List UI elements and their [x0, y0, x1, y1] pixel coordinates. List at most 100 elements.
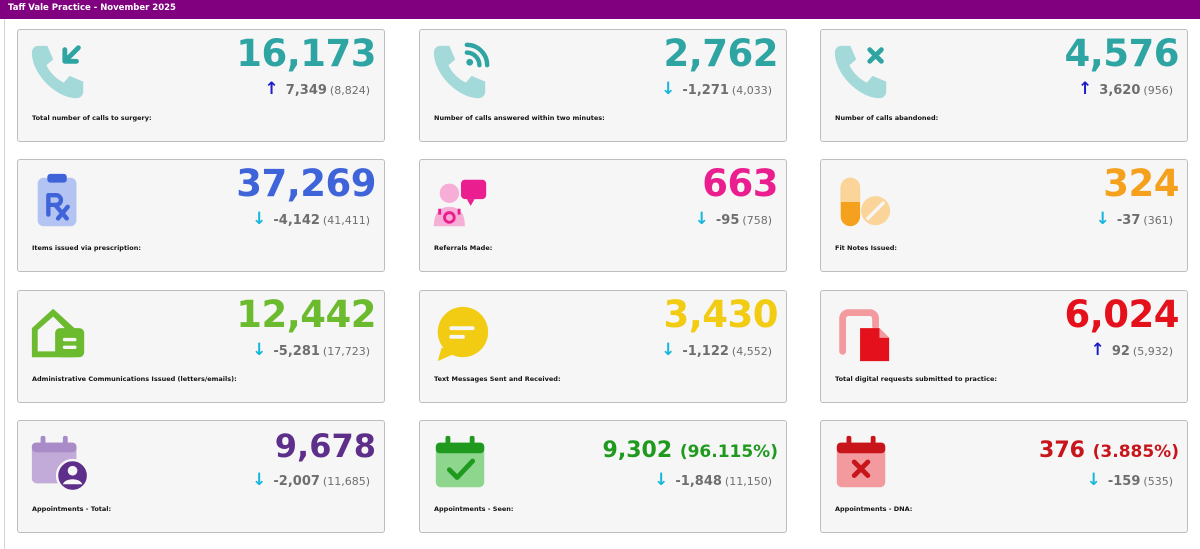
arrow-down-icon: ↓: [661, 79, 676, 99]
arrow-down-icon: ↓: [654, 470, 669, 490]
kpi-card-admin-comms: 12,442 ↓ -5,281 (17,723) Administrative Co…: [17, 290, 385, 403]
card-value: 12,442: [236, 293, 376, 336]
seen-percent: (96.115%): [679, 442, 778, 462]
previous-value: (5,932): [1132, 345, 1173, 358]
card-change: ↓ -1,122 (4,552): [661, 340, 772, 360]
change-value: -4,142: [273, 213, 320, 228]
pills-icon: [831, 170, 893, 232]
calendar-cross-icon: [831, 431, 893, 493]
kpi-card-total-calls: 16,173 ↑ 7,349 (8,824) Total number of cal…: [17, 29, 385, 142]
mailbox-house-icon: [28, 301, 90, 363]
card-change: ↓ -1,271 (4,033): [661, 79, 772, 99]
previous-value: (956): [1143, 84, 1173, 97]
document-transfer-icon: [831, 301, 893, 363]
change-value: 92: [1111, 344, 1130, 359]
arrow-up-icon: ↑: [1090, 340, 1105, 360]
card-value: 9,302 (96.115%): [603, 438, 778, 463]
kpi-card-prescriptions: 37,269 ↓ -4,142 (41,411) Items issued via …: [17, 159, 385, 272]
arrow-down-icon: ↓: [252, 470, 267, 490]
card-value: 16,173: [236, 32, 376, 75]
card-change: ↓ -95 (758): [695, 209, 772, 229]
change-value: -1,271: [682, 83, 729, 98]
arrow-down-icon: ↓: [252, 209, 267, 229]
left-divider: [4, 19, 5, 549]
card-change: ↓ -1,848 (11,150): [654, 470, 772, 490]
card-value: 9,678: [274, 427, 376, 465]
previous-value: (535): [1143, 475, 1173, 488]
card-change: ↑ 3,620 (956): [1078, 79, 1173, 99]
card-value: 2,762: [663, 32, 778, 75]
card-value: 663: [702, 162, 778, 205]
chat-bubble-icon: [430, 301, 492, 363]
previous-value: (11,685): [322, 475, 370, 488]
previous-value: (17,723): [322, 345, 370, 358]
change-value: 7,349: [285, 83, 327, 98]
card-value: 324: [1103, 162, 1179, 205]
card-change: ↓ -2,007 (11,685): [252, 470, 370, 490]
card-value: 6,024: [1064, 293, 1179, 336]
arrow-down-icon: ↓: [1086, 470, 1101, 490]
seen-count: 9,302: [602, 438, 673, 463]
previous-value: (361): [1143, 214, 1173, 227]
card-label: Appointments - DNA:: [835, 505, 913, 513]
change-value: -5,281: [273, 344, 320, 359]
change-value: -159: [1107, 474, 1141, 489]
kpi-card-appointments-seen: 9,302 (96.115%) ↓ -1,848 (11,150) Appointm…: [419, 420, 787, 533]
change-value: -1,122: [682, 344, 729, 359]
kpi-card-calls-answered: 2,762 ↓ -1,271 (4,033) Number of calls ans…: [419, 29, 787, 142]
previous-value: (11,150): [724, 475, 772, 488]
phone-incoming-icon: [28, 40, 90, 102]
previous-value: (758): [742, 214, 772, 227]
card-label: Number of calls answered within two minu…: [434, 114, 605, 122]
card-change: ↑ 92 (5,932): [1091, 340, 1173, 360]
card-label: Items issued via prescription:: [32, 244, 141, 252]
report-header: Taff Vale Practice - November 2025: [0, 0, 1200, 19]
card-change: ↓ -159 (535): [1087, 470, 1173, 490]
card-value: 4,576: [1064, 32, 1179, 75]
arrow-down-icon: ↓: [252, 340, 267, 360]
arrow-down-icon: ↓: [661, 340, 676, 360]
arrow-up-icon: ↑: [1078, 79, 1093, 99]
prescription-clipboard-icon: [28, 170, 90, 232]
previous-value: (4,552): [731, 345, 772, 358]
card-label: Fit Notes Issued:: [835, 244, 898, 252]
change-value: -95: [715, 213, 740, 228]
kpi-card-referrals: 663 ↓ -95 (758) Referrals Made:: [419, 159, 787, 272]
kpi-card-appointments-total: 9,678 ↓ -2,007 (11,685) Appointments - Tot…: [17, 420, 385, 533]
card-change: ↑ 7,349 (8,824): [265, 79, 370, 99]
card-value: 37,269: [236, 162, 376, 205]
calendar-user-icon: [28, 431, 90, 493]
change-value: -2,007: [273, 474, 320, 489]
card-change: ↓ -4,142 (41,411): [252, 209, 370, 229]
card-change: ↓ -5,281 (17,723): [252, 340, 370, 360]
phone-ringing-icon: [430, 40, 492, 102]
card-label: Text Messages Sent and Received:: [434, 375, 561, 383]
kpi-card-fit-notes: 324 ↓ -37 (361) Fit Notes Issued:: [820, 159, 1188, 272]
arrow-up-icon: ↑: [264, 79, 279, 99]
dna-percent: (3.885%): [1092, 442, 1179, 462]
card-label: Administrative Communications Issued (le…: [32, 375, 237, 383]
card-label: Number of calls abandoned:: [835, 114, 939, 122]
arrow-down-icon: ↓: [1095, 209, 1110, 229]
change-value: -1,848: [675, 474, 722, 489]
calendar-check-icon: [430, 431, 492, 493]
card-change: ↓ -37 (361): [1096, 209, 1173, 229]
referral-chat-icon: [430, 170, 492, 232]
previous-value: (4,033): [731, 84, 772, 97]
card-label: Total number of calls to surgery:: [32, 114, 152, 122]
kpi-card-calls-abandoned: 4,576 ↑ 3,620 (956) Number of calls abando…: [820, 29, 1188, 142]
arrow-down-icon: ↓: [694, 209, 709, 229]
kpi-card-digital-requests: 6,024 ↑ 92 (5,932) Total digital requests …: [820, 290, 1188, 403]
kpi-card-text-messages: 3,430 ↓ -1,122 (4,552) Text Messages Sent …: [419, 290, 787, 403]
phone-missed-icon: [831, 40, 893, 102]
card-value: 3,430: [663, 293, 778, 336]
card-label: Appointments - Total:: [32, 505, 112, 513]
card-label: Appointments - Seen:: [434, 505, 514, 513]
previous-value: (8,824): [329, 84, 370, 97]
kpi-card-appointments-dna: 376 (3.885%) ↓ -159 (535) Appointments - D…: [820, 420, 1188, 533]
card-label: Total digital requests submitted to prac…: [835, 375, 997, 383]
dna-count: 376: [1039, 438, 1085, 463]
card-value: 376 (3.885%): [1039, 438, 1179, 463]
card-label: Referrals Made:: [434, 244, 493, 252]
change-value: -37: [1116, 213, 1141, 228]
